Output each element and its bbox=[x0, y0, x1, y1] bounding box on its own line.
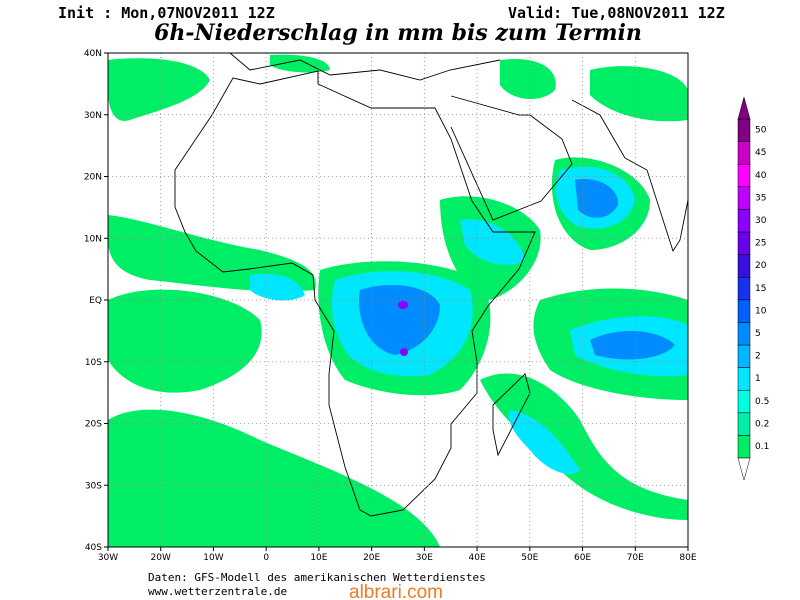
latitude-label: 20S bbox=[85, 420, 102, 430]
latitude-label: 10N bbox=[84, 234, 102, 244]
longitude-label: 10W bbox=[203, 553, 223, 563]
data-source: Daten: GFS-Modell des amerikanischen Wet… bbox=[148, 571, 486, 584]
longitude-label: 30W bbox=[98, 553, 118, 563]
legend-swatch bbox=[737, 435, 751, 459]
legend-label: 25 bbox=[755, 239, 766, 249]
legend-label: 40 bbox=[755, 171, 767, 181]
legend-label: 30 bbox=[755, 216, 767, 226]
latitude-label: 40N bbox=[84, 49, 102, 59]
legend-swatch bbox=[737, 231, 751, 255]
legend-swatch bbox=[737, 322, 751, 346]
latitude-label: 20N bbox=[84, 173, 102, 183]
longitude-label: 50E bbox=[521, 553, 538, 563]
legend-label: 0.1 bbox=[755, 442, 769, 452]
website: www.wetterzentrale.de bbox=[148, 585, 287, 598]
legend-arrow-top bbox=[737, 96, 751, 120]
legend-swatch bbox=[737, 254, 751, 278]
longitude-label: 0 bbox=[263, 553, 269, 563]
longitude-label: 60E bbox=[574, 553, 591, 563]
map-title: 6h-Niederschlag in mm bis zum Termin bbox=[154, 20, 642, 46]
legend-label: 0.2 bbox=[755, 419, 769, 429]
precipitation bbox=[108, 54, 688, 547]
longitude-label: 10E bbox=[310, 553, 327, 563]
legend-label: 1 bbox=[755, 374, 761, 384]
legend-swatch bbox=[737, 141, 751, 165]
longitude-label: 20W bbox=[151, 553, 171, 563]
legend-swatch bbox=[737, 344, 751, 368]
legend-swatch bbox=[737, 209, 751, 233]
legend-arrow-bottom bbox=[737, 457, 751, 481]
legend-label: 2 bbox=[755, 352, 761, 362]
watermark: albrari.com bbox=[349, 582, 443, 600]
latitude-label: 40S bbox=[85, 543, 102, 553]
init-time: Init : Mon,07NOV2011 12Z bbox=[58, 4, 275, 22]
legend-label: 15 bbox=[755, 284, 766, 294]
legend-label: 10 bbox=[755, 306, 767, 316]
longitude-label: 70E bbox=[627, 553, 644, 563]
longitude-label: 40E bbox=[469, 553, 486, 563]
longitude-label: 80E bbox=[679, 553, 696, 563]
legend-swatch bbox=[737, 163, 751, 188]
legend-label: 45 bbox=[755, 148, 766, 158]
legend-swatch bbox=[737, 118, 751, 142]
legend-swatch bbox=[737, 299, 751, 323]
latitude-label: 30N bbox=[84, 111, 102, 121]
legend-swatch bbox=[737, 276, 751, 301]
graticule bbox=[104, 52, 689, 551]
map-frame bbox=[107, 52, 689, 548]
valid-time: Valid: Tue,08NOV2011 12Z bbox=[508, 4, 725, 22]
legend-label: 35 bbox=[755, 193, 766, 203]
legend-swatch bbox=[737, 186, 751, 210]
legend-swatch bbox=[737, 412, 751, 436]
latitude-label: EQ bbox=[89, 296, 102, 306]
map-area bbox=[104, 52, 689, 551]
longitude-label: 30E bbox=[416, 553, 433, 563]
latitude-label: 30S bbox=[85, 481, 102, 491]
legend-swatch bbox=[737, 367, 751, 391]
legend-label: 20 bbox=[755, 261, 767, 271]
latitude-label: 10S bbox=[85, 358, 102, 368]
legend-label: 0.5 bbox=[755, 397, 769, 407]
legend-label: 50 bbox=[755, 126, 767, 136]
legend-swatch bbox=[737, 389, 751, 414]
legend-label: 5 bbox=[755, 329, 761, 339]
longitude-label: 20E bbox=[363, 553, 380, 563]
